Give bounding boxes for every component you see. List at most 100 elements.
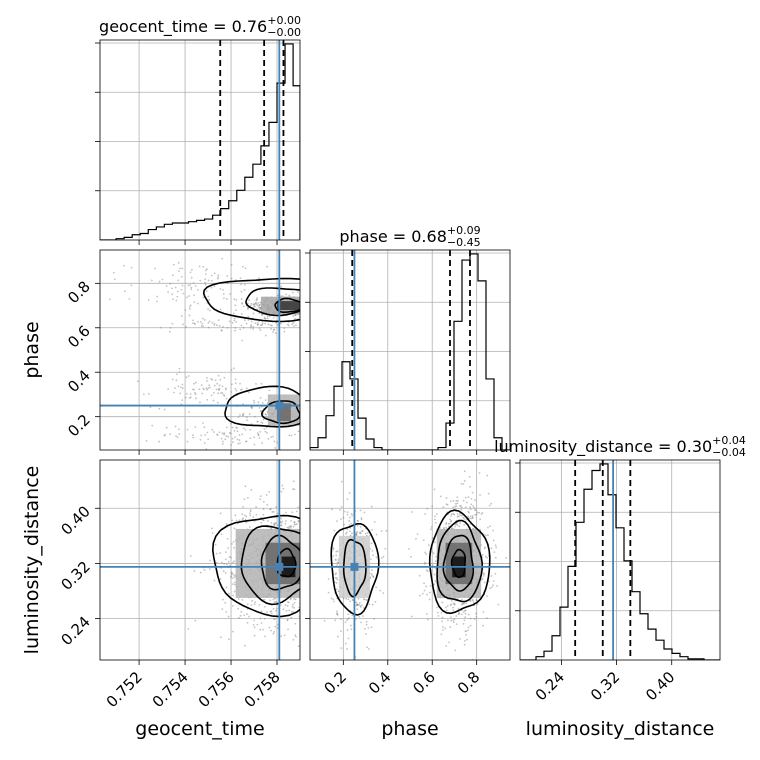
- sample-point: [241, 302, 244, 304]
- sample-point: [234, 382, 237, 385]
- sample-point: [301, 302, 303, 304]
- sample-point: [471, 515, 474, 517]
- sample-point: [314, 569, 316, 571]
- sample-point: [253, 415, 256, 418]
- sample-point: [341, 319, 343, 321]
- sample-point: [269, 324, 272, 327]
- truth-marker: [275, 562, 284, 571]
- sample-point: [454, 505, 457, 508]
- sample-point: [223, 432, 226, 435]
- sample-point: [455, 505, 458, 508]
- sample-point: [289, 598, 292, 601]
- sample-point: [403, 316, 405, 318]
- title-lower-geocent_time: −0.00: [267, 26, 301, 39]
- title-prefix-phase: phase =: [339, 227, 411, 246]
- sample-point: [371, 574, 374, 577]
- sample-point: [434, 521, 437, 524]
- sample-point: [225, 586, 228, 589]
- sample-point: [264, 413, 267, 416]
- sample-point: [234, 329, 236, 332]
- sample-point: [463, 643, 466, 646]
- sample-point: [487, 526, 489, 529]
- sample-point: [210, 377, 213, 380]
- sample-point: [332, 555, 335, 557]
- sample-point: [311, 298, 313, 300]
- sample-point: [356, 519, 359, 522]
- sample-point: [290, 616, 293, 619]
- sample-point: [224, 572, 227, 574]
- sample-point: [320, 589, 322, 591]
- sample-point: [458, 611, 460, 614]
- sample-point: [266, 432, 268, 434]
- sample-point: [307, 542, 309, 544]
- sample-point: [314, 532, 316, 534]
- sample-point: [437, 615, 440, 617]
- sample-point: [176, 290, 179, 293]
- sample-point: [241, 339, 244, 342]
- sample-point: [202, 265, 205, 268]
- sample-point: [301, 299, 303, 301]
- sample-point: [203, 426, 206, 429]
- x-tick-label-phase-2: 0.6: [409, 668, 439, 698]
- sample-point: [227, 547, 230, 549]
- sample-point: [302, 399, 304, 401]
- sample-point: [306, 600, 308, 602]
- sample-point: [246, 496, 249, 499]
- sample-point: [188, 295, 190, 297]
- sample-point: [303, 318, 305, 320]
- sample-point: [365, 599, 368, 601]
- sample-point: [423, 582, 425, 585]
- sample-point: [269, 508, 271, 511]
- sample-point: [199, 320, 202, 323]
- sample-point: [333, 652, 335, 654]
- sample-point: [249, 428, 252, 431]
- sample-point: [304, 306, 306, 308]
- sample-point: [292, 525, 295, 528]
- sample-point: [280, 635, 283, 638]
- sample-point: [426, 613, 428, 615]
- sample-point: [297, 506, 300, 509]
- sample-point: [321, 590, 323, 592]
- sample-point: [306, 581, 308, 583]
- sample-point: [441, 616, 444, 619]
- sample-point: [232, 577, 234, 580]
- sample-point: [284, 604, 287, 606]
- sample-point: [467, 626, 470, 629]
- sample-point: [235, 321, 237, 323]
- sample-point: [251, 406, 254, 409]
- sample-point: [325, 306, 327, 308]
- sample-point: [200, 384, 203, 387]
- sample-point: [348, 530, 351, 533]
- sample-point: [303, 402, 305, 404]
- sample-point: [471, 517, 474, 519]
- sample-point: [361, 529, 364, 532]
- sample-point: [270, 327, 273, 330]
- sample-point: [185, 392, 188, 395]
- contour-1: [245, 287, 300, 317]
- sample-point: [177, 279, 180, 282]
- sample-point: [346, 498, 349, 500]
- sample-point: [300, 304, 302, 306]
- sample-point: [373, 617, 376, 620]
- sample-point: [364, 532, 367, 535]
- sample-point: [220, 329, 223, 332]
- sample-point: [466, 501, 468, 504]
- sample-point: [238, 616, 240, 619]
- sample-point: [259, 397, 262, 399]
- sample-point: [253, 603, 256, 606]
- sample-point: [206, 431, 209, 434]
- sample-point: [209, 309, 211, 312]
- sample-point: [450, 527, 453, 530]
- sample-point: [302, 305, 304, 307]
- x-tick-label-luminosity_distance-1: 0.32: [587, 668, 623, 704]
- sample-point: [233, 527, 236, 530]
- sample-point: [217, 319, 220, 322]
- sample-point: [487, 492, 490, 495]
- sample-point: [243, 514, 246, 517]
- sample-point: [343, 510, 346, 513]
- sample-point: [403, 323, 405, 325]
- sample-point: [240, 298, 243, 300]
- sample-point: [340, 630, 342, 633]
- sample-point: [292, 321, 295, 324]
- sample-point: [319, 323, 321, 325]
